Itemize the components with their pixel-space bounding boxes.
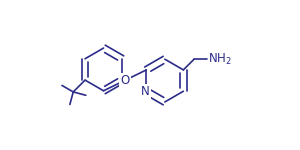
Text: NH$_2$: NH$_2$ — [208, 52, 232, 67]
Text: N: N — [141, 85, 150, 98]
Text: O: O — [120, 74, 130, 87]
